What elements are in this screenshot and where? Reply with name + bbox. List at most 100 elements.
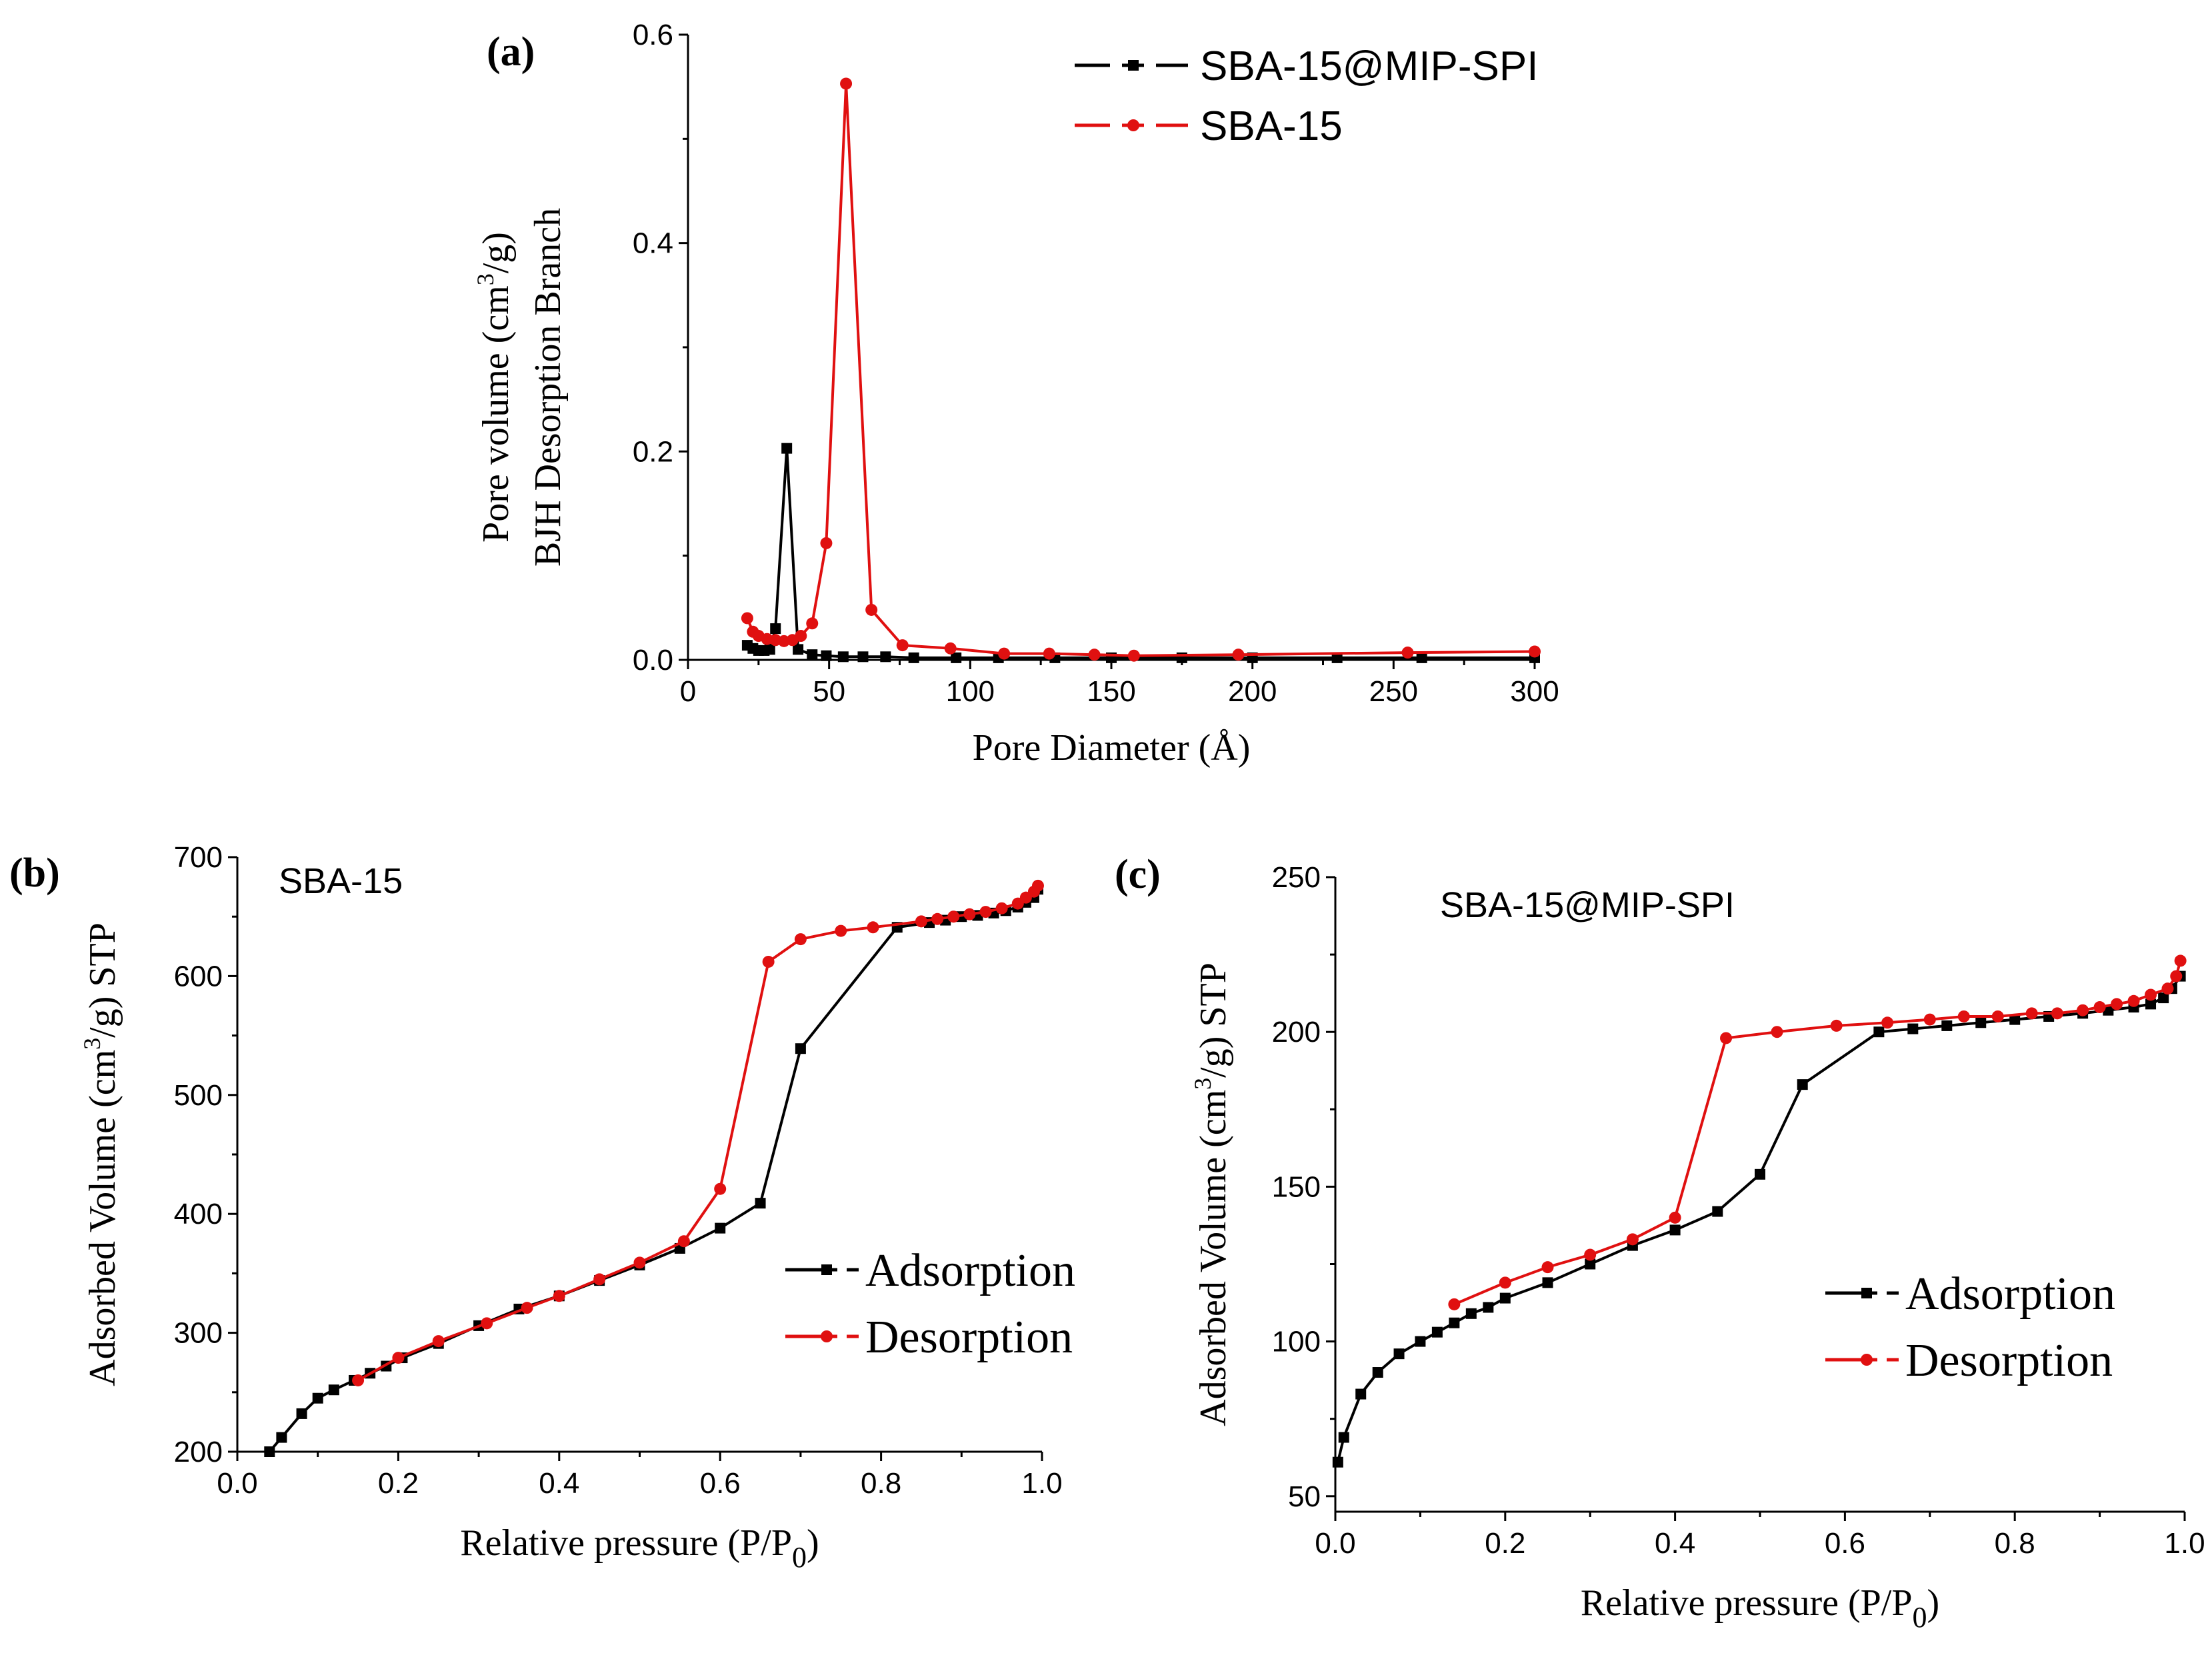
legend-c: Adsorption Desorption: [1825, 1268, 2115, 1386]
legend-marker: [1128, 60, 1139, 71]
panel-label: (c): [1115, 852, 1161, 897]
data-point: [979, 906, 992, 918]
data-point: [880, 651, 891, 663]
x-tick-label: 0.6: [700, 1467, 741, 1500]
legend-marker: [1127, 119, 1139, 131]
data-point: [840, 77, 853, 90]
x-tick-label: 1.0: [2164, 1527, 2205, 1560]
x-tick-label: 0.4: [1655, 1527, 1695, 1560]
x-tick-label: 0: [680, 675, 696, 708]
x-label-prefix: Relative pressure (P/P: [1581, 1582, 1913, 1624]
y-tick-label: 600: [174, 960, 223, 992]
data-point: [915, 915, 927, 928]
data-point: [1529, 645, 1541, 658]
data-point: [1355, 1388, 1367, 1400]
data-point: [807, 649, 818, 661]
data-point: [995, 902, 1008, 914]
panel-label: (a): [487, 29, 535, 75]
x-label-sub: 0: [1913, 1601, 1927, 1634]
panel-label: (b): [9, 850, 60, 896]
y-tick-label: 50: [1288, 1480, 1321, 1513]
data-point: [951, 652, 962, 663]
data-point: [2127, 994, 2140, 1007]
data-point: [2077, 1004, 2089, 1016]
data-point: [2093, 1001, 2106, 1014]
y-label-sup: 3: [1189, 1078, 1216, 1090]
x-tick-label: 0.6: [1825, 1527, 1865, 1560]
data-point: [1626, 1233, 1639, 1246]
data-point: [770, 623, 781, 635]
data-point: [1923, 1013, 1936, 1026]
data-point: [1338, 1432, 1349, 1443]
legend-label: Adsorption: [1905, 1268, 2115, 1320]
legend-swatch-gap: [1877, 1356, 1887, 1364]
data-point: [1448, 1298, 1461, 1310]
data-point: [2111, 998, 2123, 1010]
data-point: [947, 910, 960, 923]
x-tick-label: 0.2: [378, 1467, 419, 1500]
data-point: [795, 1043, 806, 1054]
x-label-sub: 0: [792, 1541, 807, 1574]
data-point: [762, 955, 775, 968]
x-tick-label: 0.0: [1315, 1527, 1355, 1560]
y-tick-label: 150: [1272, 1170, 1321, 1203]
data-point: [835, 924, 847, 937]
data-point: [1499, 1276, 1511, 1289]
data-point: [1127, 649, 1140, 662]
y-label-prefix: Adsorbed Volume (cm: [82, 1050, 123, 1386]
legend-label: SBA-15@MIP-SPI: [1200, 43, 1538, 89]
data-point: [1393, 1348, 1405, 1360]
data-point: [432, 1335, 445, 1348]
data-point: [865, 603, 878, 616]
data-point: [1975, 1017, 1987, 1028]
data-point: [1797, 1079, 1808, 1090]
data-point: [1401, 647, 1414, 659]
y-tick-label: 0.4: [633, 227, 673, 260]
data-point: [481, 1317, 493, 1330]
data-point: [867, 921, 879, 934]
x-tick-label: 50: [813, 675, 845, 708]
data-point: [764, 644, 775, 655]
data-point: [352, 1374, 365, 1386]
x-axis-label: Relative pressure (P/P0): [1581, 1582, 1939, 1634]
y-axis-label-line1: BJH Desorption Branch: [527, 208, 569, 567]
axes-b: 0.0 0.2 0.4 0.6 0.8 1.0 200 300 400 500 600 700: [174, 841, 1063, 1500]
data-point: [793, 644, 804, 655]
data-point: [1669, 1211, 1681, 1224]
data-point: [1483, 1302, 1494, 1313]
legend-swatch-gap: [1110, 61, 1122, 69]
x-axis-label: Pore Diameter (Å): [973, 727, 1251, 769]
data-point: [1232, 649, 1245, 661]
series-adsorption: [1332, 970, 2186, 1468]
x-tick-label: 200: [1228, 675, 1277, 708]
y-tick-label: 400: [174, 1198, 223, 1230]
data-point: [1881, 1016, 1894, 1029]
data-point: [1465, 1308, 1477, 1319]
legend-label: Desorption: [1905, 1335, 2113, 1386]
data-point: [741, 612, 753, 625]
x-tick-label: 150: [1087, 675, 1135, 708]
series-sba-15: [741, 77, 1541, 662]
data-point: [837, 651, 849, 663]
legend-swatch-gap: [1877, 1289, 1887, 1297]
data-point: [633, 1256, 646, 1269]
data-point: [1332, 1456, 1343, 1468]
x-tick-label: 0.8: [861, 1467, 901, 1500]
y-label-sup: 3: [79, 1038, 105, 1050]
data-point: [1011, 897, 1024, 910]
data-point: [264, 1446, 275, 1457]
legend-swatch-gap: [1110, 121, 1122, 129]
x-axis-label: Relative pressure (P/P0): [460, 1522, 819, 1574]
data-point: [806, 617, 819, 630]
data-point: [1712, 1206, 1723, 1217]
data-point: [896, 639, 909, 652]
y-label-suffix: /g) STP: [1193, 962, 1234, 1078]
data-point: [296, 1408, 307, 1419]
legend-swatch-gap: [837, 1332, 847, 1340]
data-point: [1499, 1292, 1511, 1304]
data-point: [2161, 982, 2174, 995]
data-point: [714, 1182, 727, 1195]
x-tick-label: 250: [1369, 675, 1418, 708]
data-point: [1771, 1026, 1783, 1038]
